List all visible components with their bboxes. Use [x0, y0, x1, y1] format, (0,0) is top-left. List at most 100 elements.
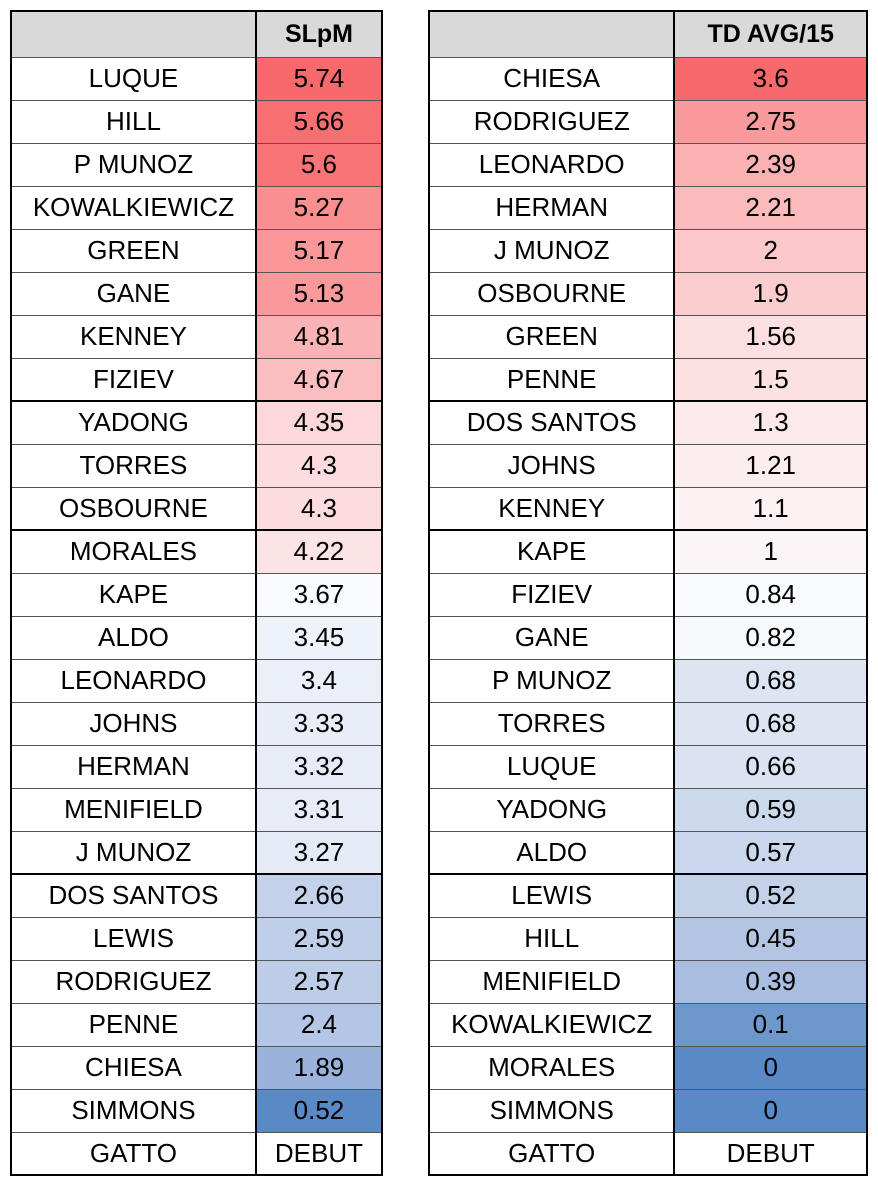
- table-row: MENIFIELD 0.39: [428, 959, 868, 1004]
- fighter-name: CHIESA: [428, 56, 675, 101]
- fighter-name: P MUNOZ: [428, 658, 675, 703]
- stat-value: 5.66: [254, 99, 383, 144]
- table-row: MORALES 0: [428, 1045, 868, 1090]
- stat-value: 1.56: [673, 314, 868, 359]
- stat-value: 1.9: [673, 271, 868, 316]
- header-row: TD AVG/15: [428, 10, 868, 58]
- stat-value: DEBUT: [673, 1131, 868, 1176]
- fighter-name: SIMMONS: [10, 1088, 257, 1133]
- fighter-name: ALDO: [428, 830, 675, 875]
- fighter-name: KENNEY: [10, 314, 257, 359]
- fighter-name: LEONARDO: [10, 658, 257, 703]
- table-row: LEONARDO 3.4: [10, 658, 383, 703]
- table-row: TORRES 0.68: [428, 701, 868, 746]
- stat-value: 3.6: [673, 56, 868, 101]
- table-row: HERMAN 3.32: [10, 744, 383, 789]
- fighter-name: J MUNOZ: [428, 228, 675, 273]
- table-row: OSBOURNE 1.9: [428, 271, 868, 316]
- stat-value: 0.57: [673, 830, 868, 875]
- header-name-cell: [10, 10, 257, 58]
- table-row: OSBOURNE 4.3: [10, 486, 383, 531]
- table-row: CHIESA 1.89: [10, 1045, 383, 1090]
- table-row: GREEN 1.56: [428, 314, 868, 359]
- stat-value: 3.27: [254, 830, 383, 875]
- stat-value: 0: [673, 1088, 868, 1133]
- fighter-name: CHIESA: [10, 1045, 257, 1090]
- td-avg-table: TD AVG/15 CHIESA 3.6 RODRIGUEZ 2.75 LEONARDO…: [428, 10, 868, 1176]
- table-row: J MUNOZ 3.27: [10, 830, 383, 875]
- stat-value: 0.52: [254, 1088, 383, 1133]
- stat-value: 5.74: [254, 56, 383, 101]
- table-row: KAPE 3.67: [10, 572, 383, 617]
- stat-value: 4.3: [254, 443, 383, 488]
- stat-value: 4.3: [254, 486, 383, 531]
- fighter-name: TORRES: [428, 701, 675, 746]
- fighter-name: PENNE: [428, 357, 675, 402]
- stat-value: 2.66: [254, 873, 383, 918]
- stat-value: 0.39: [673, 959, 868, 1004]
- table-row: PENNE 1.5: [428, 357, 868, 402]
- table-row: ALDO 3.45: [10, 615, 383, 660]
- fighter-name: SIMMONS: [428, 1088, 675, 1133]
- stat-value: 3.31: [254, 787, 383, 832]
- fighter-name: LEWIS: [10, 916, 257, 961]
- stat-value: 3.67: [254, 572, 383, 617]
- slpm-table: SLpM LUQUE 5.74 HILL 5.66 P MUNOZ 5.6 KOWALKIE…: [10, 10, 383, 1176]
- stat-value: 0.45: [673, 916, 868, 961]
- table-row: MENIFIELD 3.31: [10, 787, 383, 832]
- fighter-name: DOS SANTOS: [428, 400, 675, 445]
- stat-value: 0.59: [673, 787, 868, 832]
- stat-value: 0.66: [673, 744, 868, 789]
- fighter-name: GATTO: [10, 1131, 257, 1176]
- stat-value: 4.67: [254, 357, 383, 402]
- fighter-name: LUQUE: [10, 56, 257, 101]
- table-row: HERMAN 2.21: [428, 185, 868, 230]
- fighter-name: KENNEY: [428, 486, 675, 531]
- fighter-name: HILL: [428, 916, 675, 961]
- fighter-name: FIZIEV: [428, 572, 675, 617]
- fighter-name: YADONG: [428, 787, 675, 832]
- stat-value: 2.4: [254, 1002, 383, 1047]
- fighter-name: RODRIGUEZ: [10, 959, 257, 1004]
- stat-value: 1: [673, 529, 868, 574]
- stat-value: 1.3: [673, 400, 868, 445]
- stat-value: 0.68: [673, 701, 868, 746]
- stat-value: 5.17: [254, 228, 383, 273]
- table-row: GANE 5.13: [10, 271, 383, 316]
- table-row: GATTO DEBUT: [428, 1131, 868, 1176]
- table-row: SIMMONS 0.52: [10, 1088, 383, 1133]
- stat-value: 4.81: [254, 314, 383, 359]
- table-row: JOHNS 3.33: [10, 701, 383, 746]
- fighter-name: PENNE: [10, 1002, 257, 1047]
- fighter-name: GANE: [10, 271, 257, 316]
- stat-value: 5.27: [254, 185, 383, 230]
- header-row: SLpM: [10, 10, 383, 58]
- stat-value: 5.13: [254, 271, 383, 316]
- fighter-name: GATTO: [428, 1131, 675, 1176]
- header-td-avg: TD AVG/15: [673, 10, 868, 58]
- table-row: SIMMONS 0: [428, 1088, 868, 1133]
- table-row: YADONG 0.59: [428, 787, 868, 832]
- fighter-name: KOWALKIEWICZ: [10, 185, 257, 230]
- stat-value: 1.1: [673, 486, 868, 531]
- table-row: CHIESA 3.6: [428, 56, 868, 101]
- fighter-name: KOWALKIEWICZ: [428, 1002, 675, 1047]
- table-row: P MUNOZ 5.6: [10, 142, 383, 187]
- stat-value: 1.5: [673, 357, 868, 402]
- fighter-name: LEWIS: [428, 873, 675, 918]
- table-row: KENNEY 1.1: [428, 486, 868, 531]
- fighter-name: GREEN: [428, 314, 675, 359]
- stat-value: 2: [673, 228, 868, 273]
- table-row: LUQUE 0.66: [428, 744, 868, 789]
- stat-value: 4.22: [254, 529, 383, 574]
- table-row: GANE 0.82: [428, 615, 868, 660]
- table-row: MORALES 4.22: [10, 529, 383, 574]
- fighter-name: J MUNOZ: [10, 830, 257, 875]
- stat-value: DEBUT: [254, 1131, 383, 1176]
- table-row: DOS SANTOS 1.3: [428, 400, 868, 445]
- table-row: LEWIS 0.52: [428, 873, 868, 918]
- header-slpm: SLpM: [254, 10, 383, 58]
- fighter-name: JOHNS: [428, 443, 675, 488]
- table-row: GREEN 5.17: [10, 228, 383, 273]
- fighter-name: OSBOURNE: [10, 486, 257, 531]
